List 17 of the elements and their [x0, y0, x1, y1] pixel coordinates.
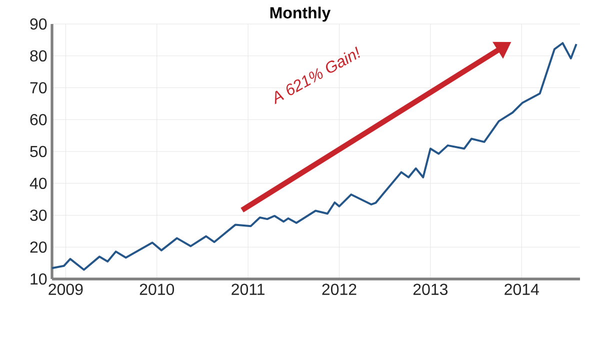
x-tick-label: 2009: [48, 284, 83, 296]
line-series: [51, 42, 578, 271]
y-tick-label: 60: [30, 114, 47, 126]
y-tick-label: 30: [30, 210, 47, 221]
y-tick-label: 10: [30, 273, 47, 285]
y-tick-label: 90: [30, 18, 47, 30]
y-tick-label: 80: [30, 50, 47, 62]
y-tick-label: 70: [30, 82, 47, 94]
y-tick-label: 50: [30, 146, 47, 158]
chart-title: Monthly: [270, 6, 331, 22]
x-tick-label: 2011: [232, 284, 264, 296]
x-tick-label: 2010: [140, 284, 174, 296]
y-tick-label: 40: [30, 178, 47, 190]
x-tick-label: 2012: [322, 284, 356, 296]
y-tick-label: 20: [30, 241, 47, 253]
x-tick-label: 2014: [504, 284, 539, 296]
x-tick-label: 2013: [413, 284, 448, 296]
